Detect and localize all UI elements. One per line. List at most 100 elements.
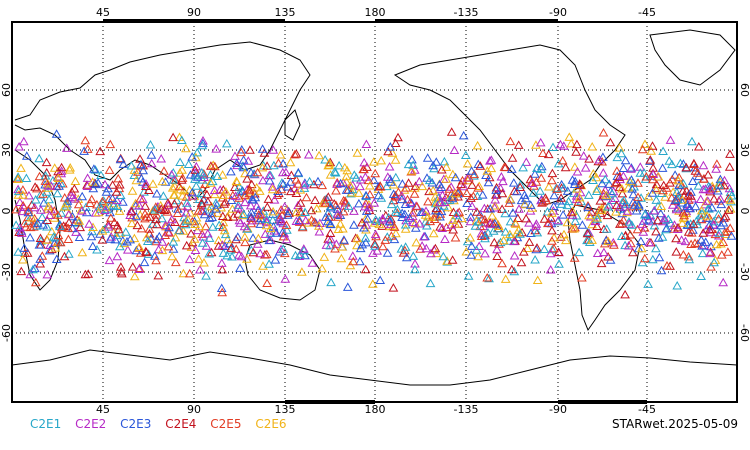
observation-marker (244, 184, 255, 194)
observation-marker (718, 237, 729, 246)
observation-marker (138, 194, 148, 204)
observation-marker (401, 183, 412, 192)
observation-marker (330, 243, 340, 253)
observation-marker (174, 181, 185, 191)
observation-marker (473, 251, 483, 261)
observation-marker (370, 214, 381, 224)
observation-marker (79, 146, 89, 155)
observation-marker (532, 227, 543, 237)
observation-marker (690, 201, 701, 211)
lon-label-top: 90 (187, 6, 201, 19)
observation-marker (428, 228, 439, 238)
observation-marker (431, 203, 442, 213)
observation-marker (575, 180, 586, 189)
observation-marker (246, 207, 257, 217)
observation-marker (257, 162, 268, 172)
observation-marker (435, 211, 445, 221)
observation-marker (27, 212, 37, 222)
observation-marker (673, 175, 684, 185)
observation-marker (651, 226, 661, 236)
observation-marker (490, 200, 500, 210)
observation-marker (53, 173, 64, 182)
observation-marker (509, 266, 520, 276)
observation-marker (463, 271, 474, 280)
observation-marker (318, 198, 328, 208)
date-stamp: STARwet.2025-05-09 (611, 417, 738, 431)
observation-marker (600, 174, 611, 184)
observation-marker (723, 247, 733, 256)
observation-marker (141, 232, 152, 242)
observation-marker (519, 199, 530, 209)
observation-marker (644, 237, 655, 247)
coast-japan (284, 109, 301, 141)
observation-marker (673, 222, 683, 232)
observation-marker (598, 168, 609, 177)
observation-marker (232, 160, 242, 170)
observation-marker (620, 289, 630, 299)
observation-marker (297, 222, 308, 232)
observation-marker (401, 215, 411, 225)
observation-marker (536, 195, 546, 205)
observation-marker (217, 170, 228, 179)
observation-marker (142, 212, 152, 221)
observation-marker (34, 171, 45, 181)
observation-marker (198, 138, 208, 148)
observation-marker (34, 153, 45, 163)
observation-marker (211, 144, 222, 153)
observation-marker (202, 189, 212, 199)
observation-marker (500, 227, 511, 236)
observation-marker (150, 204, 160, 214)
observation-marker (349, 206, 359, 215)
observation-marker (410, 264, 420, 274)
observation-marker (434, 184, 445, 193)
observation-marker (530, 221, 541, 230)
observation-marker (270, 255, 281, 264)
observation-marker (15, 197, 25, 206)
observation-marker (336, 253, 347, 263)
observation-marker (442, 256, 452, 265)
observation-marker (21, 173, 32, 182)
observation-marker (331, 185, 341, 195)
observation-marker (261, 214, 272, 224)
observation-marker (462, 198, 472, 207)
observation-marker (709, 257, 719, 267)
observation-marker (107, 193, 118, 203)
observation-marker (323, 208, 333, 217)
observation-marker (506, 164, 517, 173)
observation-marker (204, 233, 215, 242)
observation-marker (354, 198, 364, 208)
observation-marker (42, 178, 53, 188)
observation-marker (141, 179, 151, 188)
observation-marker (491, 185, 501, 194)
observation-marker (36, 205, 46, 214)
observation-marker (202, 228, 213, 238)
observation-marker (555, 139, 566, 149)
observation-marker (393, 132, 403, 142)
observation-marker (151, 214, 161, 224)
observation-marker (139, 257, 150, 267)
observation-marker (628, 189, 639, 199)
legend-item-c2e4: C2E4 (165, 417, 197, 431)
observation-marker (249, 169, 259, 178)
observation-marker (191, 152, 201, 162)
observation-marker (86, 194, 97, 204)
observation-marker (404, 213, 415, 222)
observation-marker (170, 181, 180, 191)
observation-marker (406, 166, 417, 175)
observation-marker (449, 145, 460, 154)
observation-marker (183, 159, 194, 168)
observation-marker (583, 200, 593, 210)
observation-marker (253, 205, 263, 215)
observation-marker (472, 140, 483, 150)
observation-marker (467, 201, 477, 210)
observation-marker (30, 194, 41, 204)
observation-marker (37, 212, 48, 221)
observation-marker (190, 245, 201, 254)
observation-marker (547, 208, 557, 217)
observation-marker (32, 221, 42, 230)
observation-marker (558, 210, 568, 219)
lat-label-left: -30 (0, 263, 13, 281)
observation-marker (524, 218, 534, 227)
observation-marker (116, 266, 126, 276)
observation-marker (258, 175, 268, 185)
